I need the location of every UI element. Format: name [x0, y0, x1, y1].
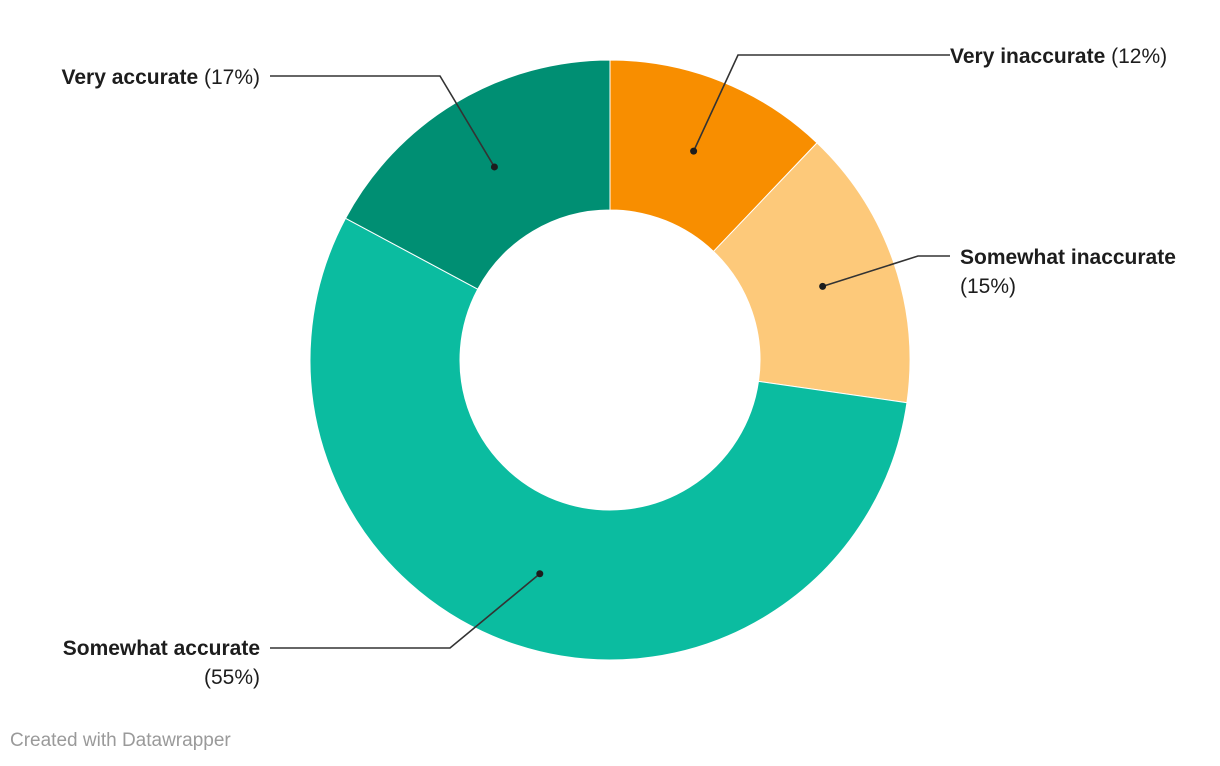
- leader-dot-somewhat-accurate: [536, 570, 544, 578]
- slice-very-accurate: [344, 59, 611, 290]
- leader-dot-very-accurate: [490, 163, 498, 171]
- label-percent: (55%): [204, 666, 260, 689]
- label-name: Somewhat accurate: [63, 637, 260, 660]
- slice-somewhat-accurate: [309, 217, 908, 661]
- donut-slices: [309, 59, 911, 661]
- slice-labels: Very inaccurate (12%) Somewhat inaccurate…: [62, 45, 1176, 689]
- label-percent: (12%): [1105, 45, 1167, 68]
- label-very-accurate: Very accurate (17%): [62, 66, 260, 89]
- label-somewhat-accurate: Somewhat accurate (55%): [63, 637, 260, 689]
- label-percent: (17%): [198, 66, 260, 89]
- label-name: Somewhat inaccurate: [960, 246, 1176, 269]
- leader-dot-very-inaccurate: [690, 147, 698, 155]
- leader-line-somewhat-accurate: [270, 573, 541, 649]
- leader-line-very-inaccurate: [692, 54, 950, 152]
- slice-somewhat-inaccurate: [712, 142, 911, 404]
- label-name: Very accurate: [62, 66, 199, 89]
- credit-text: Created with Datawrapper: [10, 730, 231, 751]
- leader-line-somewhat-inaccurate: [822, 255, 950, 288]
- label-somewhat-inaccurate: Somewhat inaccurate (15%): [960, 246, 1176, 298]
- label-percent: (15%): [960, 275, 1016, 298]
- label-name: Very inaccurate: [950, 45, 1105, 68]
- leader-dot-somewhat-inaccurate: [819, 282, 827, 290]
- label-leaders: [270, 54, 950, 649]
- leader-line-very-accurate: [270, 75, 496, 168]
- label-very-inaccurate: Very inaccurate (12%): [950, 45, 1167, 68]
